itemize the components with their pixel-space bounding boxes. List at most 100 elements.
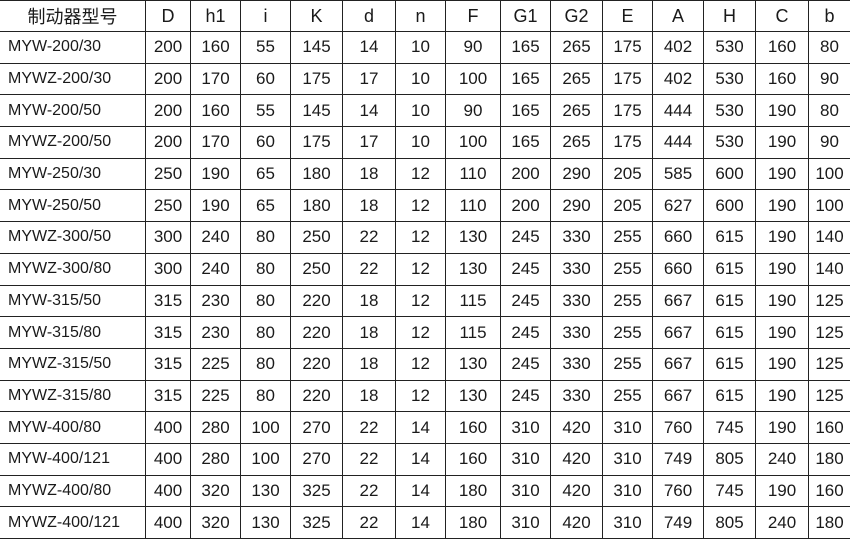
value-cell: 270	[291, 443, 343, 475]
value-cell: 80	[809, 32, 850, 64]
value-cell: 160	[756, 63, 809, 95]
value-cell: 745	[704, 412, 756, 444]
value-cell: 180	[291, 158, 343, 190]
value-cell: 18	[343, 317, 396, 349]
value-cell: 18	[343, 158, 396, 190]
value-cell: 12	[396, 348, 446, 380]
value-cell: 10	[396, 127, 446, 159]
value-cell: 615	[704, 348, 756, 380]
value-cell: 80	[241, 253, 291, 285]
value-cell: 230	[191, 285, 241, 317]
value-cell: 14	[396, 443, 446, 475]
value-cell: 315	[146, 317, 191, 349]
value-cell: 90	[446, 32, 501, 64]
value-cell: 180	[809, 507, 850, 539]
value-cell: 330	[551, 222, 603, 254]
value-cell: 100	[241, 443, 291, 475]
value-cell: 175	[603, 32, 653, 64]
value-cell: 530	[704, 32, 756, 64]
value-cell: 805	[704, 507, 756, 539]
value-cell: 22	[343, 475, 396, 507]
header-model: 制动器型号	[0, 1, 146, 32]
value-cell: 615	[704, 285, 756, 317]
header-g1: G1	[501, 1, 551, 32]
value-cell: 420	[551, 443, 603, 475]
value-cell: 805	[704, 443, 756, 475]
value-cell: 55	[241, 95, 291, 127]
model-cell: MYW-400/80	[0, 412, 146, 444]
value-cell: 175	[603, 63, 653, 95]
value-cell: 245	[501, 222, 551, 254]
value-cell: 170	[191, 63, 241, 95]
value-cell: 190	[756, 222, 809, 254]
value-cell: 145	[291, 32, 343, 64]
value-cell: 600	[704, 158, 756, 190]
value-cell: 140	[809, 222, 850, 254]
value-cell: 330	[551, 380, 603, 412]
value-cell: 10	[396, 63, 446, 95]
value-cell: 420	[551, 475, 603, 507]
value-cell: 220	[291, 317, 343, 349]
value-cell: 250	[146, 190, 191, 222]
model-cell: MYW-200/30	[0, 32, 146, 64]
value-cell: 130	[446, 253, 501, 285]
value-cell: 80	[241, 285, 291, 317]
value-cell: 400	[146, 475, 191, 507]
value-cell: 180	[446, 475, 501, 507]
value-cell: 14	[343, 95, 396, 127]
header-g2: G2	[551, 1, 603, 32]
value-cell: 175	[603, 95, 653, 127]
header-h1: h1	[191, 1, 241, 32]
value-cell: 175	[291, 127, 343, 159]
value-cell: 14	[396, 507, 446, 539]
value-cell: 310	[501, 507, 551, 539]
value-cell: 667	[653, 317, 704, 349]
value-cell: 12	[396, 285, 446, 317]
value-cell: 165	[501, 127, 551, 159]
value-cell: 130	[241, 475, 291, 507]
value-cell: 12	[396, 317, 446, 349]
value-cell: 190	[756, 190, 809, 222]
value-cell: 420	[551, 507, 603, 539]
value-cell: 205	[603, 158, 653, 190]
model-cell: MYW-200/50	[0, 95, 146, 127]
value-cell: 320	[191, 507, 241, 539]
value-cell: 225	[191, 380, 241, 412]
value-cell: 190	[756, 348, 809, 380]
value-cell: 14	[396, 412, 446, 444]
value-cell: 130	[241, 507, 291, 539]
model-cell: MYW-250/50	[0, 190, 146, 222]
value-cell: 245	[501, 380, 551, 412]
value-cell: 444	[653, 127, 704, 159]
value-cell: 200	[146, 63, 191, 95]
value-cell: 145	[291, 95, 343, 127]
value-cell: 220	[291, 285, 343, 317]
value-cell: 325	[291, 475, 343, 507]
value-cell: 745	[704, 475, 756, 507]
value-cell: 18	[343, 285, 396, 317]
model-cell: MYW-400/121	[0, 443, 146, 475]
value-cell: 200	[146, 127, 191, 159]
value-cell: 290	[551, 158, 603, 190]
value-cell: 200	[146, 32, 191, 64]
value-cell: 160	[446, 412, 501, 444]
model-cell: MYWZ-400/80	[0, 475, 146, 507]
value-cell: 10	[396, 95, 446, 127]
value-cell: 165	[501, 63, 551, 95]
value-cell: 180	[809, 443, 850, 475]
value-cell: 160	[191, 95, 241, 127]
header-a: A	[653, 1, 704, 32]
value-cell: 180	[291, 190, 343, 222]
value-cell: 240	[756, 443, 809, 475]
value-cell: 90	[446, 95, 501, 127]
value-cell: 600	[704, 190, 756, 222]
value-cell: 749	[653, 443, 704, 475]
value-cell: 205	[603, 190, 653, 222]
value-cell: 12	[396, 380, 446, 412]
value-cell: 255	[603, 348, 653, 380]
value-cell: 14	[343, 32, 396, 64]
value-cell: 402	[653, 63, 704, 95]
value-cell: 225	[191, 348, 241, 380]
